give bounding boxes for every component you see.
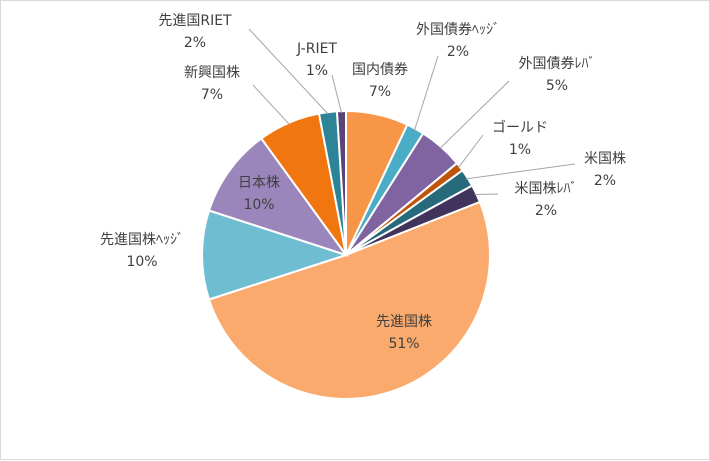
slice-name-label: 外国債券ﾍｯｼﾞ [416, 22, 500, 38]
slice-name-label: 日本株 [238, 175, 280, 191]
leader-line-5 [465, 163, 576, 180]
slice-name-label: J-RIET [296, 41, 337, 57]
slice-percent-label: 7% [201, 87, 223, 103]
slice-name-label: ゴールド [492, 119, 548, 136]
slice-percent-label: 7% [369, 84, 391, 100]
slice-name-label: 米国株ﾚﾊﾞ [515, 181, 578, 197]
leader-line-6 [474, 193, 499, 196]
leader-line-4 [457, 134, 484, 169]
slice-percent-label: 2% [594, 173, 616, 189]
slice-percent-label: 2% [535, 203, 557, 219]
leader-lines [248, 28, 576, 196]
leader-line-2 [413, 55, 439, 131]
pie-slice-8 [201, 209, 350, 301]
slice-percent-label: 5% [546, 78, 568, 94]
slice-name-label: 先進国RIET [158, 13, 232, 29]
data-labels: 国内債券 7% 外国債券ﾍｯｼﾞ 2% 外国債券ﾚﾊﾞ 5% ゴールド 1% 米国株 2% 米国株ﾚ… [100, 13, 626, 352]
slice-percent-label: 2% [447, 44, 469, 60]
pie-slice-7 [207, 200, 491, 400]
pie-slices [201, 109, 491, 400]
leader-line-11 [248, 28, 329, 115]
slice-name-label: 先進国株ﾍｯｼﾞ [100, 232, 184, 248]
slice-percent-label: 1% [509, 142, 531, 158]
slice-percent-label: 1% [306, 63, 328, 79]
slice-name-label: 新興国株 [184, 65, 240, 81]
slice-name-label: 国内債券 [352, 62, 408, 78]
slice-percent-label: 51% [388, 336, 419, 352]
leader-line-10 [252, 84, 290, 126]
slice-percent-label: 2% [184, 35, 206, 51]
slice-percent-label: 10% [126, 254, 157, 270]
slice-percent-label: 10% [243, 197, 274, 213]
leader-line-12 [331, 74, 343, 114]
slice-name-label: 米国株 [584, 151, 626, 167]
leader-line-3 [439, 80, 510, 149]
slice-name-label: 先進国株 [376, 314, 432, 330]
pie-slice-9 [207, 137, 349, 257]
slice-name-label: 外国債券ﾚﾊﾞ [519, 56, 596, 72]
